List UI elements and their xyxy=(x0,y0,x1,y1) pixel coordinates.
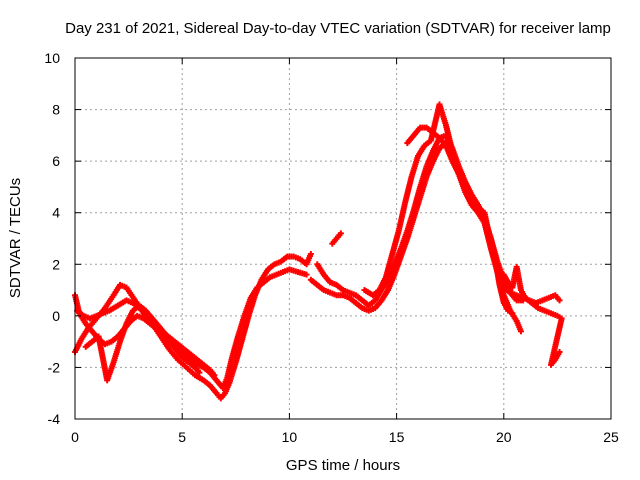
series-track-d xyxy=(72,292,203,376)
data-points xyxy=(72,101,565,402)
plot-frame xyxy=(74,57,612,420)
y-tick-label: 0 xyxy=(52,308,60,324)
y-tick-label: -2 xyxy=(48,359,61,375)
data-point xyxy=(196,369,203,376)
series-track-h xyxy=(404,124,563,306)
chart-title: Day 231 of 2021, Sidereal Day-to-day VTE… xyxy=(65,20,611,37)
data-point xyxy=(337,230,344,237)
series-track-i xyxy=(500,263,565,368)
x-tick-label: 25 xyxy=(603,429,619,445)
y-axis-label: SDTVAR / TECUs xyxy=(7,178,24,298)
data-point xyxy=(556,297,563,304)
x-tick-label: 20 xyxy=(496,429,512,445)
y-tick-label: 2 xyxy=(52,256,60,272)
y-tick-label: -4 xyxy=(48,411,61,427)
x-tick-label: 0 xyxy=(71,429,79,445)
data-point xyxy=(556,348,563,355)
x-tick-label: 15 xyxy=(389,429,405,445)
data-point xyxy=(307,250,314,257)
y-tick-label: 8 xyxy=(52,102,60,118)
y-tick-label: 6 xyxy=(52,153,60,169)
data-point xyxy=(211,372,218,379)
x-tick-label: 5 xyxy=(178,429,186,445)
grid xyxy=(75,58,611,419)
x-axis-label: GPS time / hours xyxy=(286,457,400,474)
series-track-c xyxy=(82,302,218,384)
x-tick-label: 10 xyxy=(282,429,298,445)
axis-ticks: 0 5 10 15 20 25 -4 -2 0 2 4 6 8 10 xyxy=(44,50,619,445)
y-tick-label: 4 xyxy=(52,205,60,221)
y-tick-label: 10 xyxy=(44,50,60,66)
data-point xyxy=(517,328,524,335)
data-point xyxy=(303,271,310,278)
